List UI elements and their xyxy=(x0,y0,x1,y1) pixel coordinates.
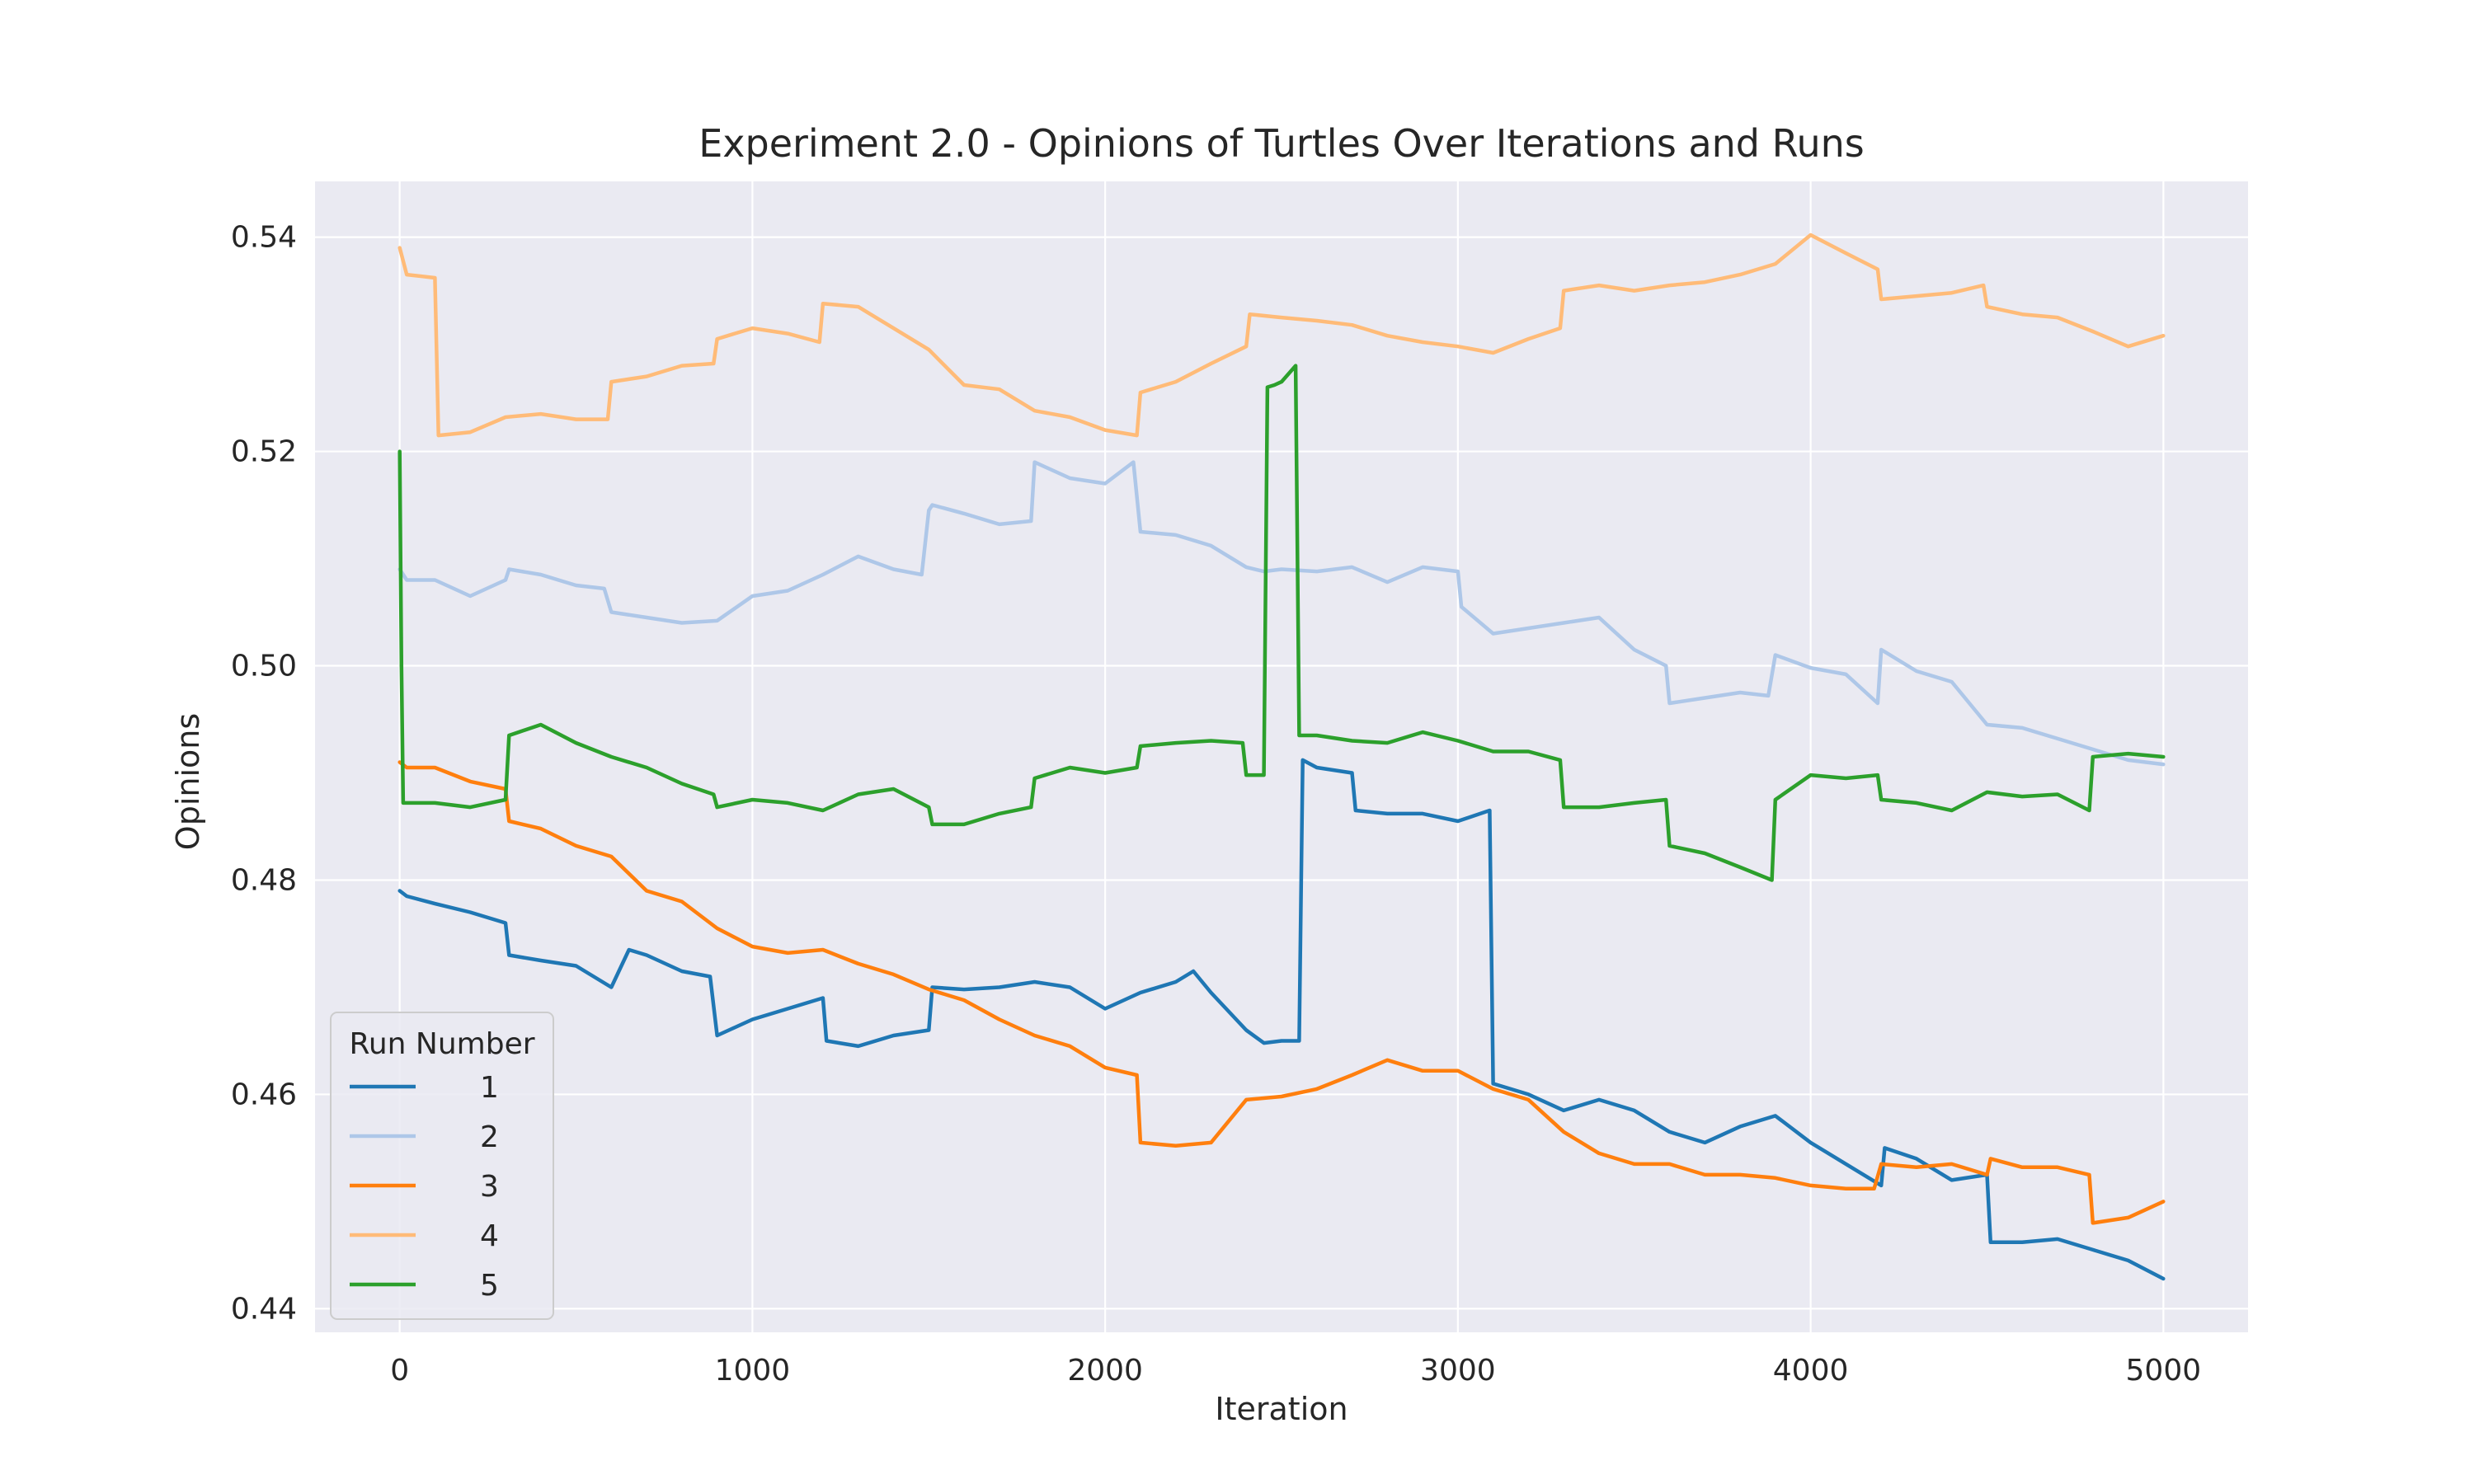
legend-label-run-4: 4 xyxy=(480,1219,499,1253)
legend-label-run-2: 2 xyxy=(480,1120,499,1154)
x-tick-label: 0 xyxy=(390,1354,409,1388)
x-tick-label: 2000 xyxy=(1067,1354,1143,1388)
series-line-run-4 xyxy=(397,232,2166,438)
y-axis-label: Opinions xyxy=(170,713,206,850)
x-tick-label: 3000 xyxy=(1420,1354,1496,1388)
series-lines xyxy=(397,232,2166,1281)
x-tick-label: 4000 xyxy=(1773,1354,1849,1388)
series-line-run-5 xyxy=(397,364,2166,882)
chart-title: Experiment 2.0 - Opinions of Turtles Ove… xyxy=(698,121,1865,166)
legend-title: Run Number xyxy=(349,1027,534,1061)
legend-label-run-1: 1 xyxy=(480,1071,499,1105)
tick-labels: 0 1000 2000 3000 4000 5000 0.44 0.46 0.48 0.50 0.5… xyxy=(231,221,2201,1388)
series-line-run-2 xyxy=(397,460,2166,767)
y-tick-label: 0.50 xyxy=(231,650,297,683)
y-tick-label: 0.52 xyxy=(231,435,297,469)
legend-items: 1 2 3 4 5 xyxy=(350,1071,499,1303)
y-tick-label: 0.54 xyxy=(231,221,297,255)
plot-area xyxy=(315,181,2248,1332)
x-tick-label: 1000 xyxy=(715,1354,791,1388)
series-line-run-3 xyxy=(397,760,2166,1225)
legend-label-run-3: 3 xyxy=(480,1170,499,1204)
y-tick-label: 0.46 xyxy=(231,1078,297,1111)
legend-box xyxy=(330,1012,554,1320)
legend-label-run-5: 5 xyxy=(480,1269,499,1303)
y-tick-label: 0.44 xyxy=(231,1292,297,1326)
series-line-run-1 xyxy=(397,758,2166,1281)
x-axis-label: Iteration xyxy=(1215,1391,1348,1427)
legend: Run Number 1 2 3 4 5 xyxy=(330,1012,554,1320)
x-tick-label: 5000 xyxy=(2126,1354,2202,1388)
y-tick-label: 0.48 xyxy=(231,863,297,897)
